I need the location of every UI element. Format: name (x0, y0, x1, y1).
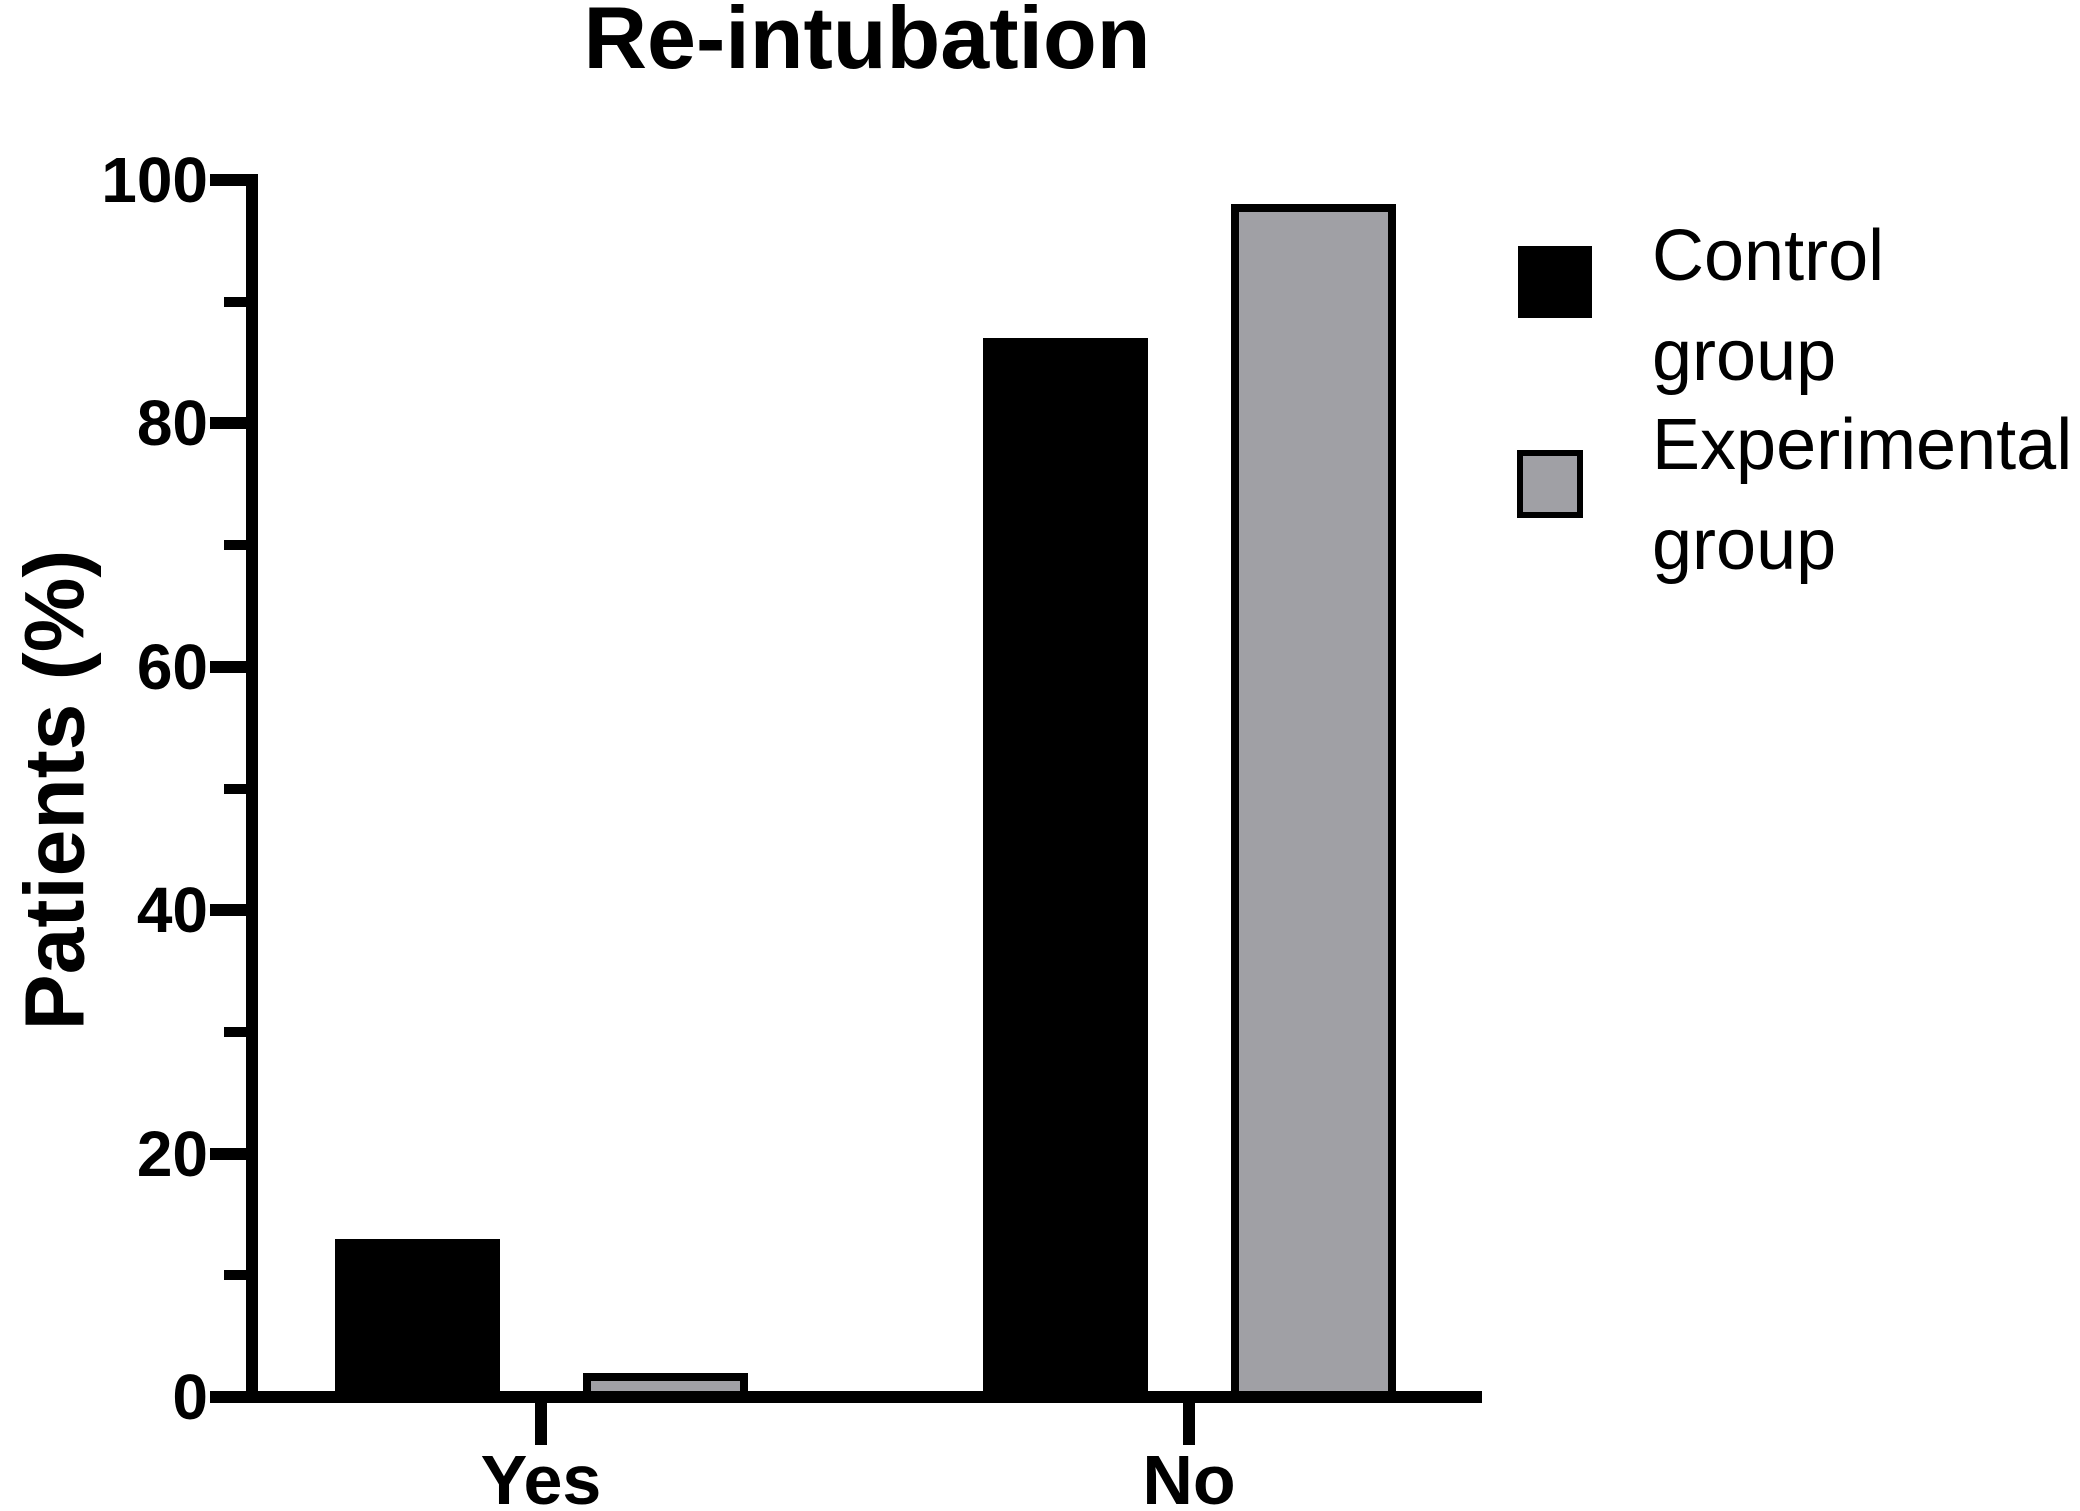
y-minor-tick (224, 296, 246, 307)
y-axis-line (246, 174, 258, 1403)
bar-experimental-yes (582, 1372, 748, 1399)
y-tick-label: 60 (136, 630, 208, 703)
legend-label-control-group: Control group (1652, 216, 1885, 396)
bar-experimental-no (1230, 204, 1396, 1399)
x-tick (535, 1403, 547, 1445)
y-major-tick (210, 174, 246, 186)
x-tick (1183, 1403, 1195, 1445)
y-tick-label: 100 (101, 144, 208, 216)
x-category-label-no: No (1142, 1441, 1236, 1511)
y-major-tick (210, 1391, 246, 1403)
y-major-tick (210, 904, 246, 917)
legend-swatch-control-group (1518, 246, 1592, 318)
y-major-tick (210, 1147, 246, 1160)
y-minor-tick (224, 1026, 246, 1037)
chart-title: Re-intubation (583, 0, 1151, 87)
y-axis-title: Patients (%) (7, 549, 102, 1031)
y-tick-label: 80 (136, 387, 208, 460)
y-tick-label: 0 (172, 1361, 208, 1433)
y-tick-label: 20 (136, 1117, 208, 1190)
y-minor-tick (224, 783, 246, 794)
bar-control-yes (334, 1238, 500, 1399)
x-axis-line (246, 1391, 1482, 1403)
y-tick-label: 40 (136, 874, 208, 947)
legend-swatch-experimental-group (1517, 450, 1583, 518)
y-major-tick (210, 417, 246, 430)
bar-control-no (982, 338, 1148, 1399)
y-major-tick (210, 660, 246, 673)
y-minor-tick (224, 540, 246, 551)
legend-label-experimental-group: Experimental group (1652, 405, 2073, 585)
x-category-label-yes: Yes (480, 1441, 602, 1511)
y-minor-tick (224, 1270, 246, 1281)
